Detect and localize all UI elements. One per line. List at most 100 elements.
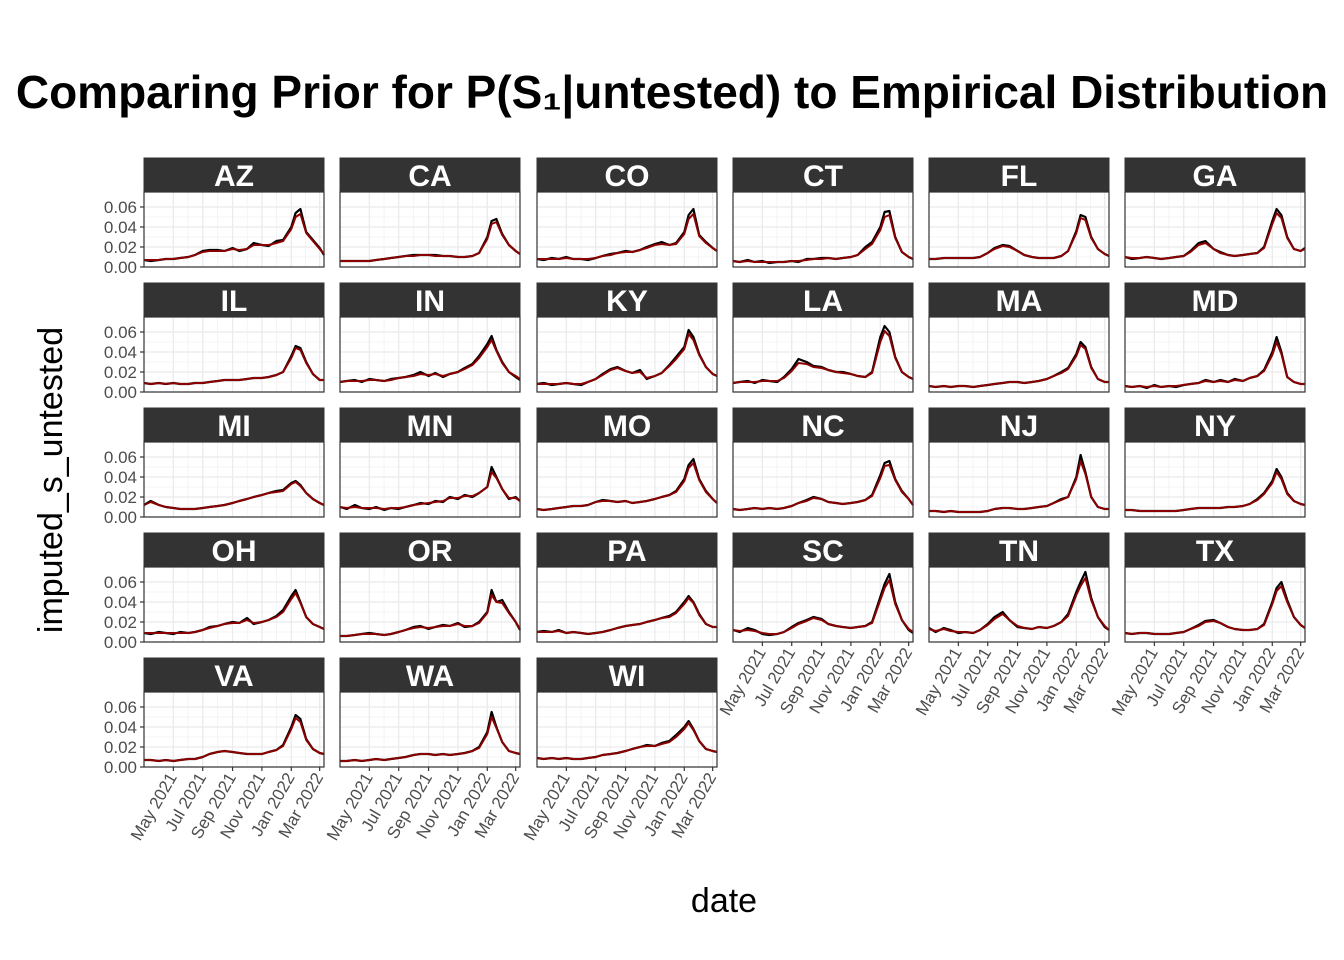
panel-border: [1124, 191, 1306, 268]
facet-strip: [732, 407, 914, 443]
prior-series-line: [1124, 212, 1306, 260]
facet-strip: [928, 407, 1110, 443]
facet-strip-label: WA: [406, 660, 454, 693]
panel-border: [536, 316, 718, 393]
plot-panel: [733, 567, 913, 642]
prior-series-line: [929, 460, 1109, 513]
plot-panel: [144, 567, 324, 642]
plot-panel: [340, 442, 520, 517]
plot-panel: [537, 567, 717, 642]
facet-strip: [1124, 532, 1306, 568]
chart-title: Comparing Prior for P(S₁|untested) to Em…: [16, 66, 1328, 118]
facet-panel-co: CO: [536, 157, 718, 268]
panel-border: [928, 441, 1110, 518]
facet-strip-label: TX: [1196, 535, 1234, 568]
panel-border: [928, 191, 1110, 268]
y-tick-label: 0.04: [104, 343, 137, 362]
facet-strip: [339, 407, 521, 443]
facet-strip: [1124, 407, 1306, 443]
facet-strip: [339, 657, 521, 693]
facet-panel-ma: MA: [928, 282, 1110, 393]
facet-strip-label: IN: [415, 285, 445, 318]
y-tick-label: 0.06: [104, 448, 137, 467]
facet-strip: [143, 282, 325, 318]
plot-panel: [1125, 192, 1305, 267]
y-tick-label: 0.00: [104, 258, 137, 277]
facet-strip: [928, 157, 1110, 193]
facet-strip-label: SC: [802, 535, 844, 568]
panel-border: [1124, 316, 1306, 393]
facet-strip-label: MI: [217, 410, 250, 443]
prior-series-line: [537, 597, 717, 635]
prior-series-line: [339, 339, 521, 383]
facet-strip: [536, 282, 718, 318]
plot-panel: [537, 317, 717, 392]
facet-panel-il: IL 0.000.020.040.06: [104, 282, 325, 402]
panel-border: [1124, 566, 1306, 643]
panel-border: [536, 441, 718, 518]
facet-panel-ga: GA: [1124, 157, 1306, 268]
panel-border: [339, 441, 521, 518]
facet-strip: [1124, 157, 1306, 193]
prior-series-line: [732, 464, 914, 511]
facet-strip: [536, 157, 718, 193]
facet-strip: [536, 657, 718, 693]
prior-series-line: [537, 333, 718, 385]
y-tick-label: 0.06: [104, 323, 137, 342]
panel-border: [732, 566, 914, 643]
y-axis-title: imputed_s_untested: [32, 327, 70, 633]
facet-panel-az: AZ 0.000.020.040.06: [104, 157, 325, 277]
prior-series-line: [144, 717, 325, 762]
prior-series-line: [537, 213, 718, 260]
facet-strip-label: IL: [221, 285, 248, 318]
facet-strip-label: OR: [408, 535, 453, 568]
prior-series-line: [339, 471, 521, 510]
facet-strip-label: WI: [609, 660, 646, 693]
prior-series-line: [536, 722, 718, 760]
plot-panel: [537, 192, 717, 267]
panel-border: [339, 191, 521, 268]
facet-strip: [339, 282, 521, 318]
facet-strip-label: CA: [408, 160, 451, 193]
prior-series-line: [928, 344, 1109, 388]
panel-border: [339, 566, 521, 643]
y-tick-label: 0.00: [104, 508, 137, 527]
facet-panel-la: LA: [732, 282, 914, 393]
y-tick-label: 0.04: [104, 718, 137, 737]
panel-border: [536, 566, 718, 643]
facet-strip-label: KY: [606, 285, 648, 318]
prior-series-line: [732, 579, 914, 635]
facet-strip-label: TN: [999, 535, 1039, 568]
panel-border: [928, 316, 1110, 393]
facet-strip-label: LA: [803, 285, 843, 318]
facet-panel-ny: NY: [1124, 407, 1306, 518]
facet-strip: [339, 157, 521, 193]
y-tick-label: 0.06: [104, 698, 137, 717]
facet-strip-label: CO: [605, 160, 650, 193]
facet-strip-label: AZ: [214, 160, 254, 193]
plot-panel: [733, 442, 913, 517]
panel-border: [143, 691, 325, 768]
y-tick-label: 0.04: [104, 468, 137, 487]
y-tick-label: 0.02: [104, 613, 137, 632]
panel-border: [339, 691, 521, 768]
panel-border: [732, 316, 914, 393]
prior-series-line: [928, 577, 1110, 634]
plot-panel: [144, 442, 324, 517]
facet-strip-label: NY: [1194, 410, 1236, 443]
prior-series-line: [1124, 341, 1305, 388]
plot-panel: [1125, 567, 1305, 642]
prior-series-line: [144, 213, 325, 261]
prior-series-line: [143, 347, 324, 385]
plot-panel: [929, 317, 1109, 392]
prior-series-line: [143, 481, 325, 510]
facet-strip: [143, 407, 325, 443]
panel-border: [732, 191, 914, 268]
y-tick-label: 0.02: [104, 238, 137, 257]
